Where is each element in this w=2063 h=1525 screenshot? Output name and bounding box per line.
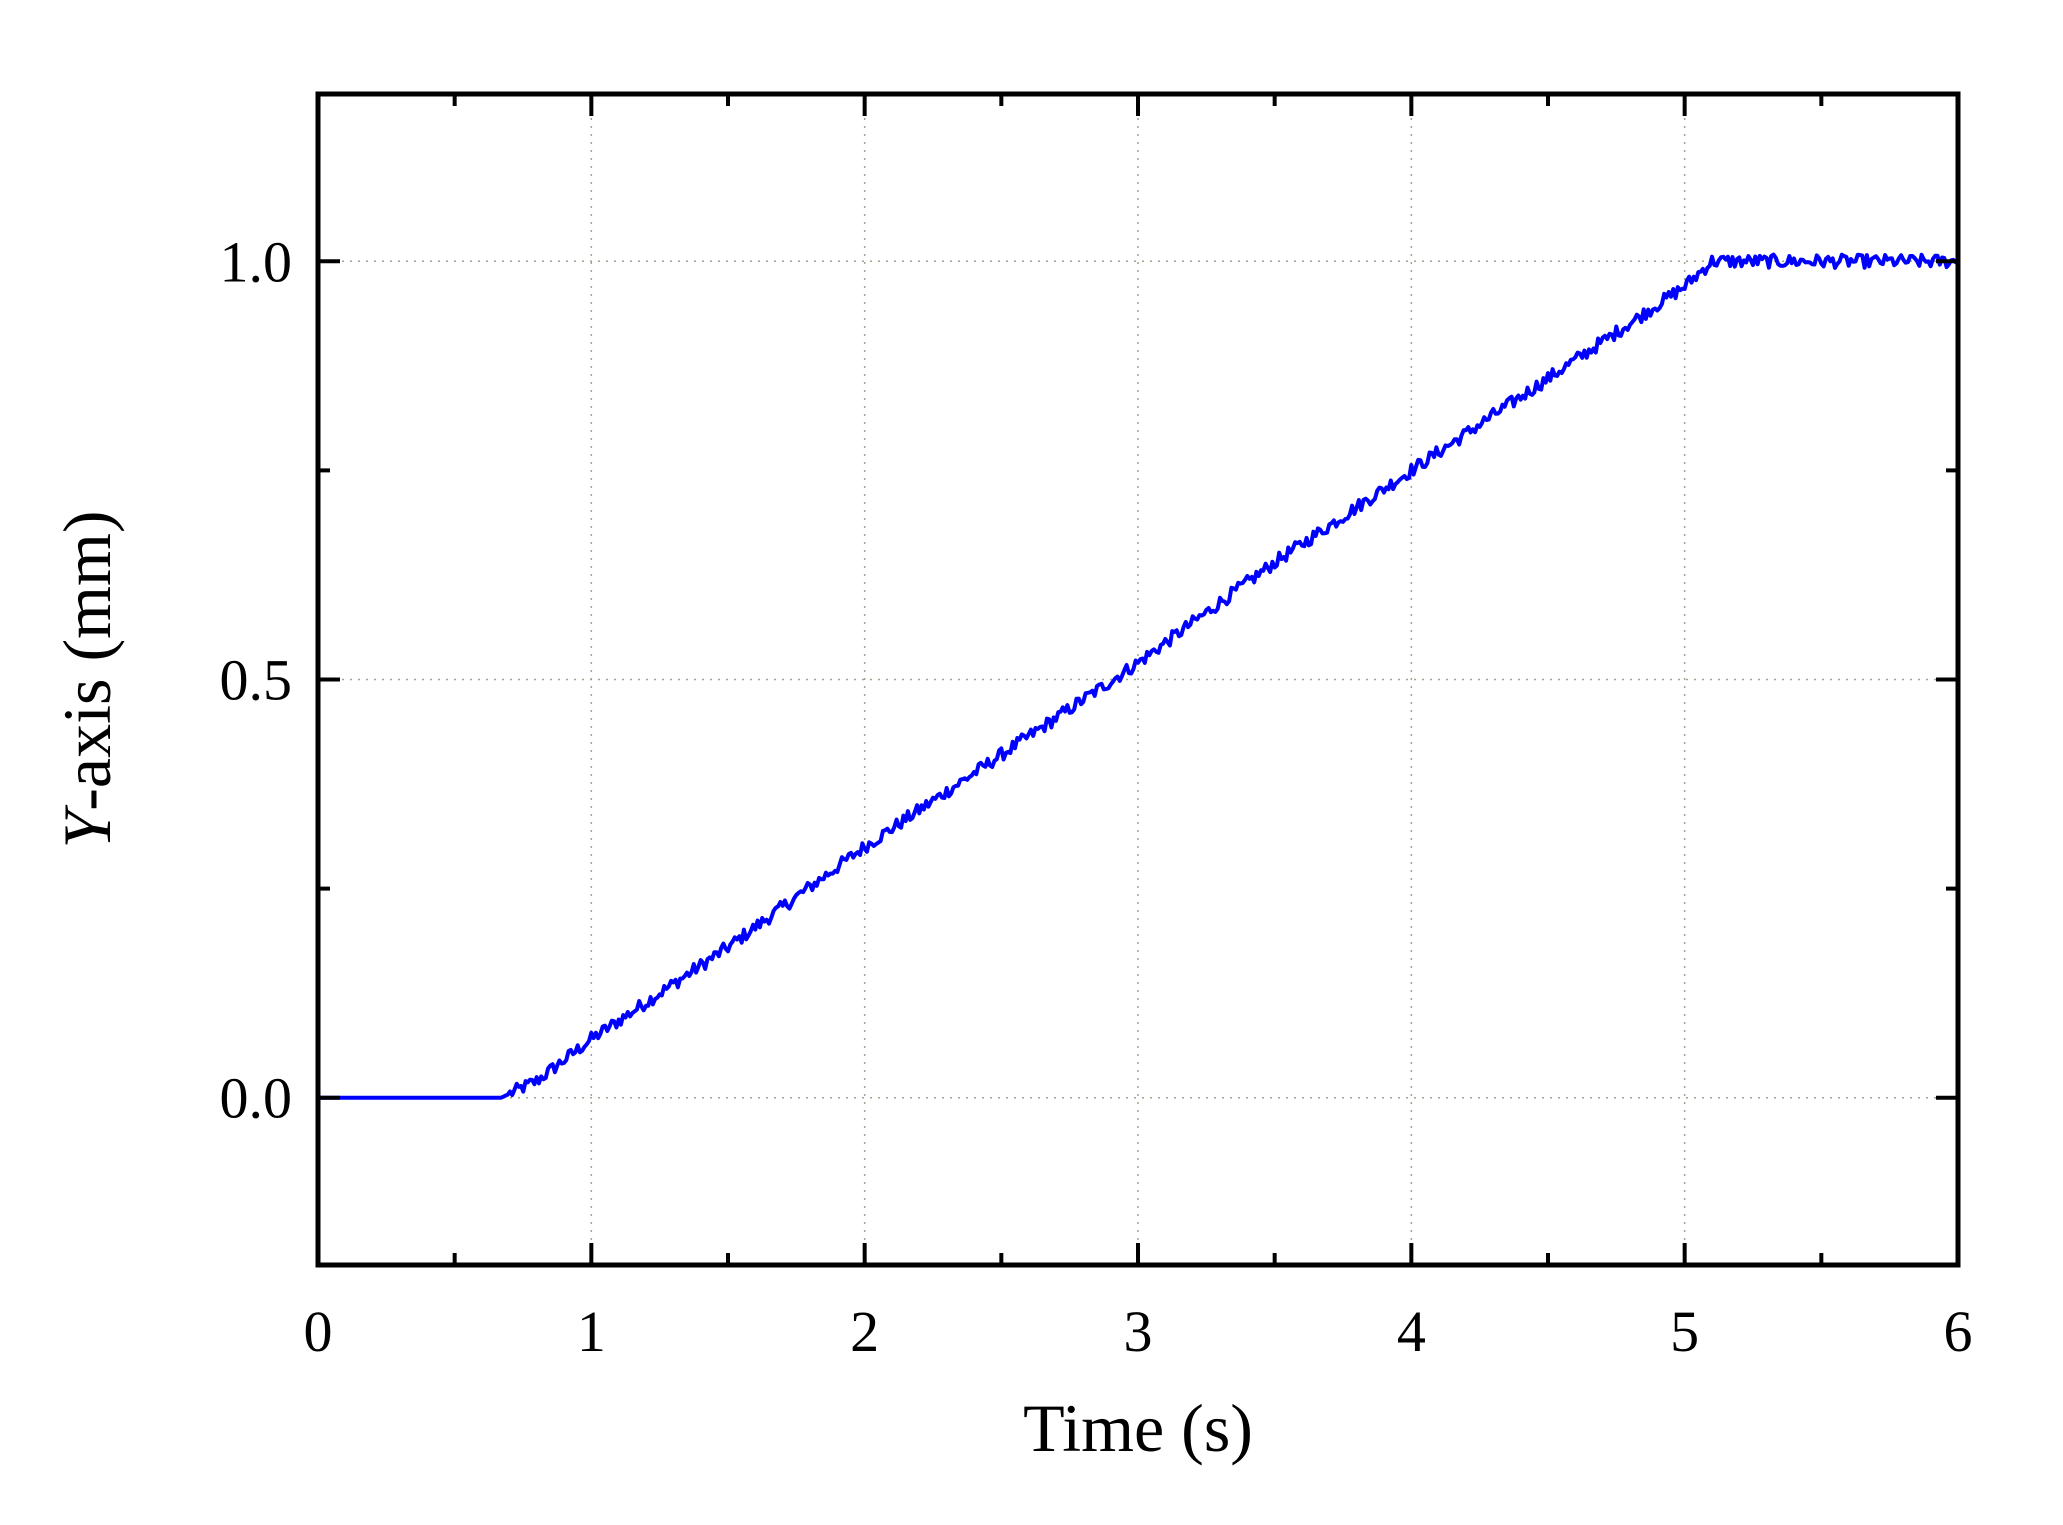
- y-axis-title-rest: -axis (mm): [49, 510, 125, 810]
- x-axis-title: Time (s): [1023, 1390, 1253, 1466]
- x-tick-label: 5: [1670, 1299, 1699, 1364]
- x-tick-labels: 0 1 2 3 4 5 6: [304, 1299, 1973, 1364]
- x-tick-label: 3: [1124, 1299, 1153, 1364]
- series-group: [318, 252, 1959, 1100]
- y-tick-label: 0.5: [220, 648, 293, 713]
- grid: [318, 94, 1958, 1265]
- y-tick-label: 1.0: [220, 229, 293, 294]
- x-tick-label: 1: [577, 1299, 606, 1364]
- y-tick-label: 0.0: [220, 1066, 293, 1131]
- x-tick-label: 6: [1944, 1299, 1973, 1364]
- series-line: [318, 252, 1959, 1100]
- y-tick-labels: 0.0 0.5 1.0: [220, 229, 293, 1130]
- ticks: [316, 94, 1960, 1265]
- y-axis-title-italic: Y: [49, 805, 125, 849]
- y-axis-title: Y-axis (mm): [49, 510, 125, 848]
- x-tick-label: 0: [304, 1299, 333, 1364]
- x-tick-label: 2: [850, 1299, 879, 1364]
- x-tick-label: 4: [1397, 1299, 1426, 1364]
